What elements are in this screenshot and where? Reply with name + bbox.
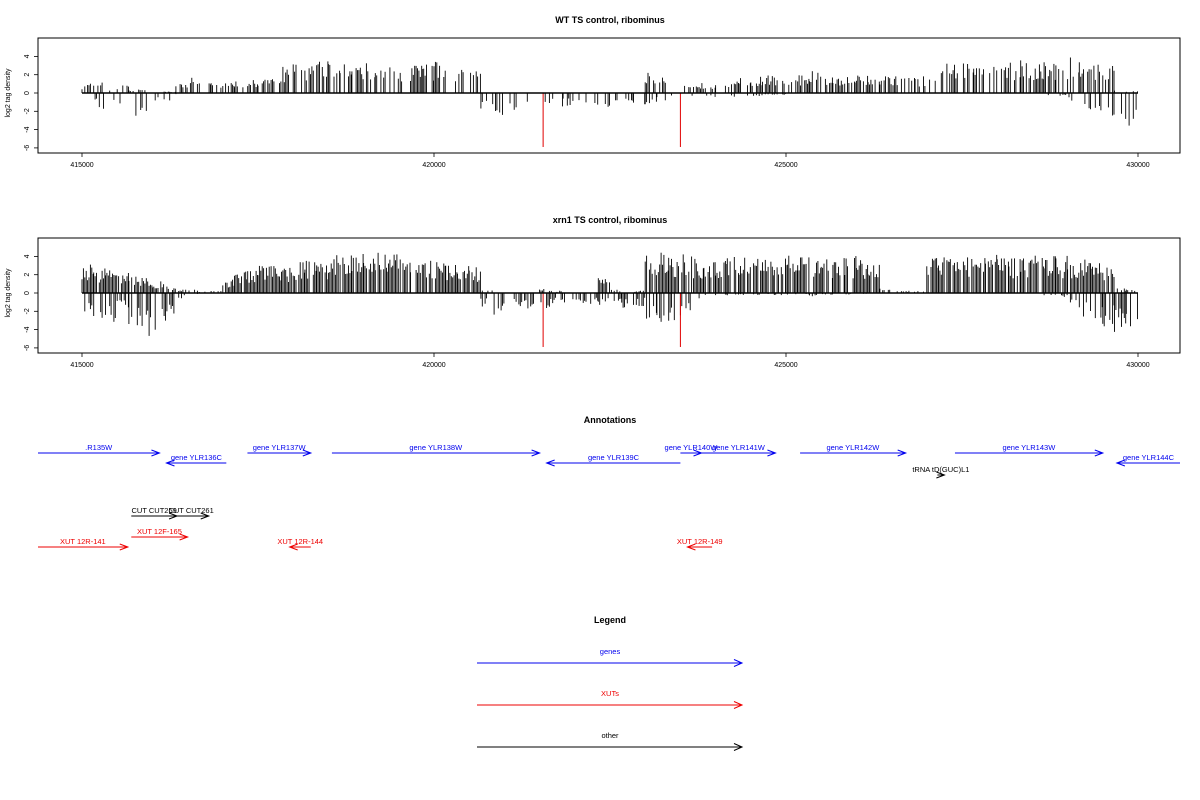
feature-arrowhead <box>151 449 161 457</box>
axes: -6 -4 -2 0 2 4 415000 420000 425000 430000 <box>24 254 1150 369</box>
feature-xut: XUT 12R-149 <box>677 537 723 551</box>
y-axis-label: log2 tag density <box>5 68 12 118</box>
feature-label: .R135W <box>85 443 113 452</box>
feature-arrowhead <box>531 449 542 457</box>
feature-arrowhead <box>936 471 946 479</box>
feature-label: XUT 12R-149 <box>677 537 723 546</box>
plot-frame <box>37 237 1181 354</box>
feature-label: gene YLR144C <box>1123 453 1175 462</box>
track-panel-xrn1: xrn1 TS control, ribominus log2 tag dens… <box>5 215 1181 369</box>
feature-label: gene YLR140W <box>665 443 719 452</box>
y-tick-label: -6 <box>24 345 31 351</box>
feature-label: tRNA tD(GUC)L1 <box>912 465 969 474</box>
feature-arrowhead <box>545 459 555 467</box>
y-tick-label: 4 <box>24 254 31 258</box>
feature-gene: gene YLR140W <box>665 443 719 457</box>
legend-label: XUTs <box>601 689 619 698</box>
plot-frame <box>37 37 1181 154</box>
feature-other: tRNA tD(GUC)L1 <box>912 465 969 479</box>
feature-label: XUT 12R-144 <box>277 537 323 546</box>
legend: Legend genes XUTs other <box>477 615 744 751</box>
legend-arrowhead <box>733 701 744 709</box>
feature-gene: gene YLR137W <box>247 443 313 457</box>
y-tick-label: -4 <box>24 326 31 332</box>
y-tick-label: 2 <box>24 273 31 277</box>
feature-gene: gene YLR141W <box>701 443 777 457</box>
legend-label: genes <box>600 647 621 656</box>
feature-label: gene YLR136C <box>171 453 223 462</box>
feature-label: CUT CUT259 <box>132 506 177 515</box>
feature-gene: gene YLR144C <box>1115 453 1180 467</box>
feature-arrowhead <box>179 533 190 541</box>
axes: -6 -4 -2 0 2 4 415000 420000 425000 430000 <box>24 54 1150 169</box>
feature-other: CUT CUT261 <box>168 506 214 520</box>
y-tick-label: -4 <box>24 126 31 132</box>
feature-xut: XUT 12R-141 <box>38 537 130 551</box>
feature-gene: gene YLR143W <box>954 443 1105 457</box>
legend-title: Legend <box>594 615 626 625</box>
y-tick-label: -2 <box>24 308 31 314</box>
legend-label: other <box>601 731 619 740</box>
feature-gene: gene YLR136C <box>165 453 227 467</box>
feature-arrowhead <box>686 543 696 551</box>
feature-label: gene YLR142W <box>826 443 880 452</box>
bar-series <box>81 252 1138 347</box>
y-axis-label: log2 tag density <box>5 268 12 318</box>
feature-arrowhead <box>119 543 130 551</box>
y-tick-label: 0 <box>24 291 31 295</box>
feature-label: XUT 12R-141 <box>60 537 106 546</box>
legend-item: XUTs <box>477 689 744 709</box>
track-title: xrn1 TS control, ribominus <box>553 215 668 225</box>
feature-xut: XUT 12F-165 <box>131 527 190 541</box>
x-tick-label: 415000 <box>70 362 93 369</box>
y-tick-label: 0 <box>24 91 31 95</box>
feature-xut: XUT 12R-144 <box>277 537 323 551</box>
track-panel-wt: WT TS control, ribominus log2 tag densit… <box>5 15 1181 169</box>
legend-item: other <box>477 731 744 751</box>
x-tick-label: 430000 <box>1126 362 1149 369</box>
feature-gene: gene YLR142W <box>800 443 908 457</box>
annotations-track: Annotations .R135W gene YLR136C gene YLR13… <box>38 415 1180 551</box>
y-tick-label: -2 <box>24 108 31 114</box>
feature-arrowhead <box>302 449 313 457</box>
feature-gene: gene YLR138W <box>331 443 542 457</box>
track-title: WT TS control, ribominus <box>555 15 665 25</box>
feature-label: CUT CUT261 <box>168 506 213 515</box>
feature-label: gene YLR137W <box>253 443 307 452</box>
y-tick-label: -6 <box>24 145 31 151</box>
feature-arrowhead <box>1115 459 1126 467</box>
feature-arrowhead <box>1094 449 1105 457</box>
feature-gene: gene YLR139C <box>545 453 681 467</box>
legend-item: genes <box>477 647 744 667</box>
feature-arrowhead <box>200 512 211 520</box>
x-tick-label: 425000 <box>774 362 797 369</box>
feature-label: gene YLR141W <box>712 443 766 452</box>
feature-gene: .R135W <box>38 443 161 457</box>
y-tick-label: 2 <box>24 73 31 77</box>
x-tick-label: 420000 <box>422 362 445 369</box>
x-tick-label: 425000 <box>774 162 797 169</box>
feature-arrowhead <box>767 449 777 457</box>
bar-series <box>81 57 1138 147</box>
feature-label: gene YLR143W <box>1002 443 1056 452</box>
legend-arrowhead <box>733 659 744 667</box>
feature-label: gene YLR139C <box>588 453 640 462</box>
legend-items: genes XUTs other <box>477 647 744 751</box>
feature-arrowhead <box>897 449 908 457</box>
legend-arrowhead <box>733 743 744 751</box>
feature-label: XUT 12F-165 <box>137 527 182 536</box>
feature-arrowhead <box>165 459 175 467</box>
feature-list: .R135W gene YLR136C gene YLR137W gene YLR13… <box>38 443 1180 551</box>
feature-arrowhead <box>288 543 298 551</box>
x-tick-label: 420000 <box>422 162 445 169</box>
y-tick-label: 4 <box>24 54 31 58</box>
x-tick-label: 415000 <box>70 162 93 169</box>
annotations-title: Annotations <box>584 415 637 425</box>
x-tick-label: 430000 <box>1126 162 1149 169</box>
feature-label: gene YLR138W <box>409 443 463 452</box>
